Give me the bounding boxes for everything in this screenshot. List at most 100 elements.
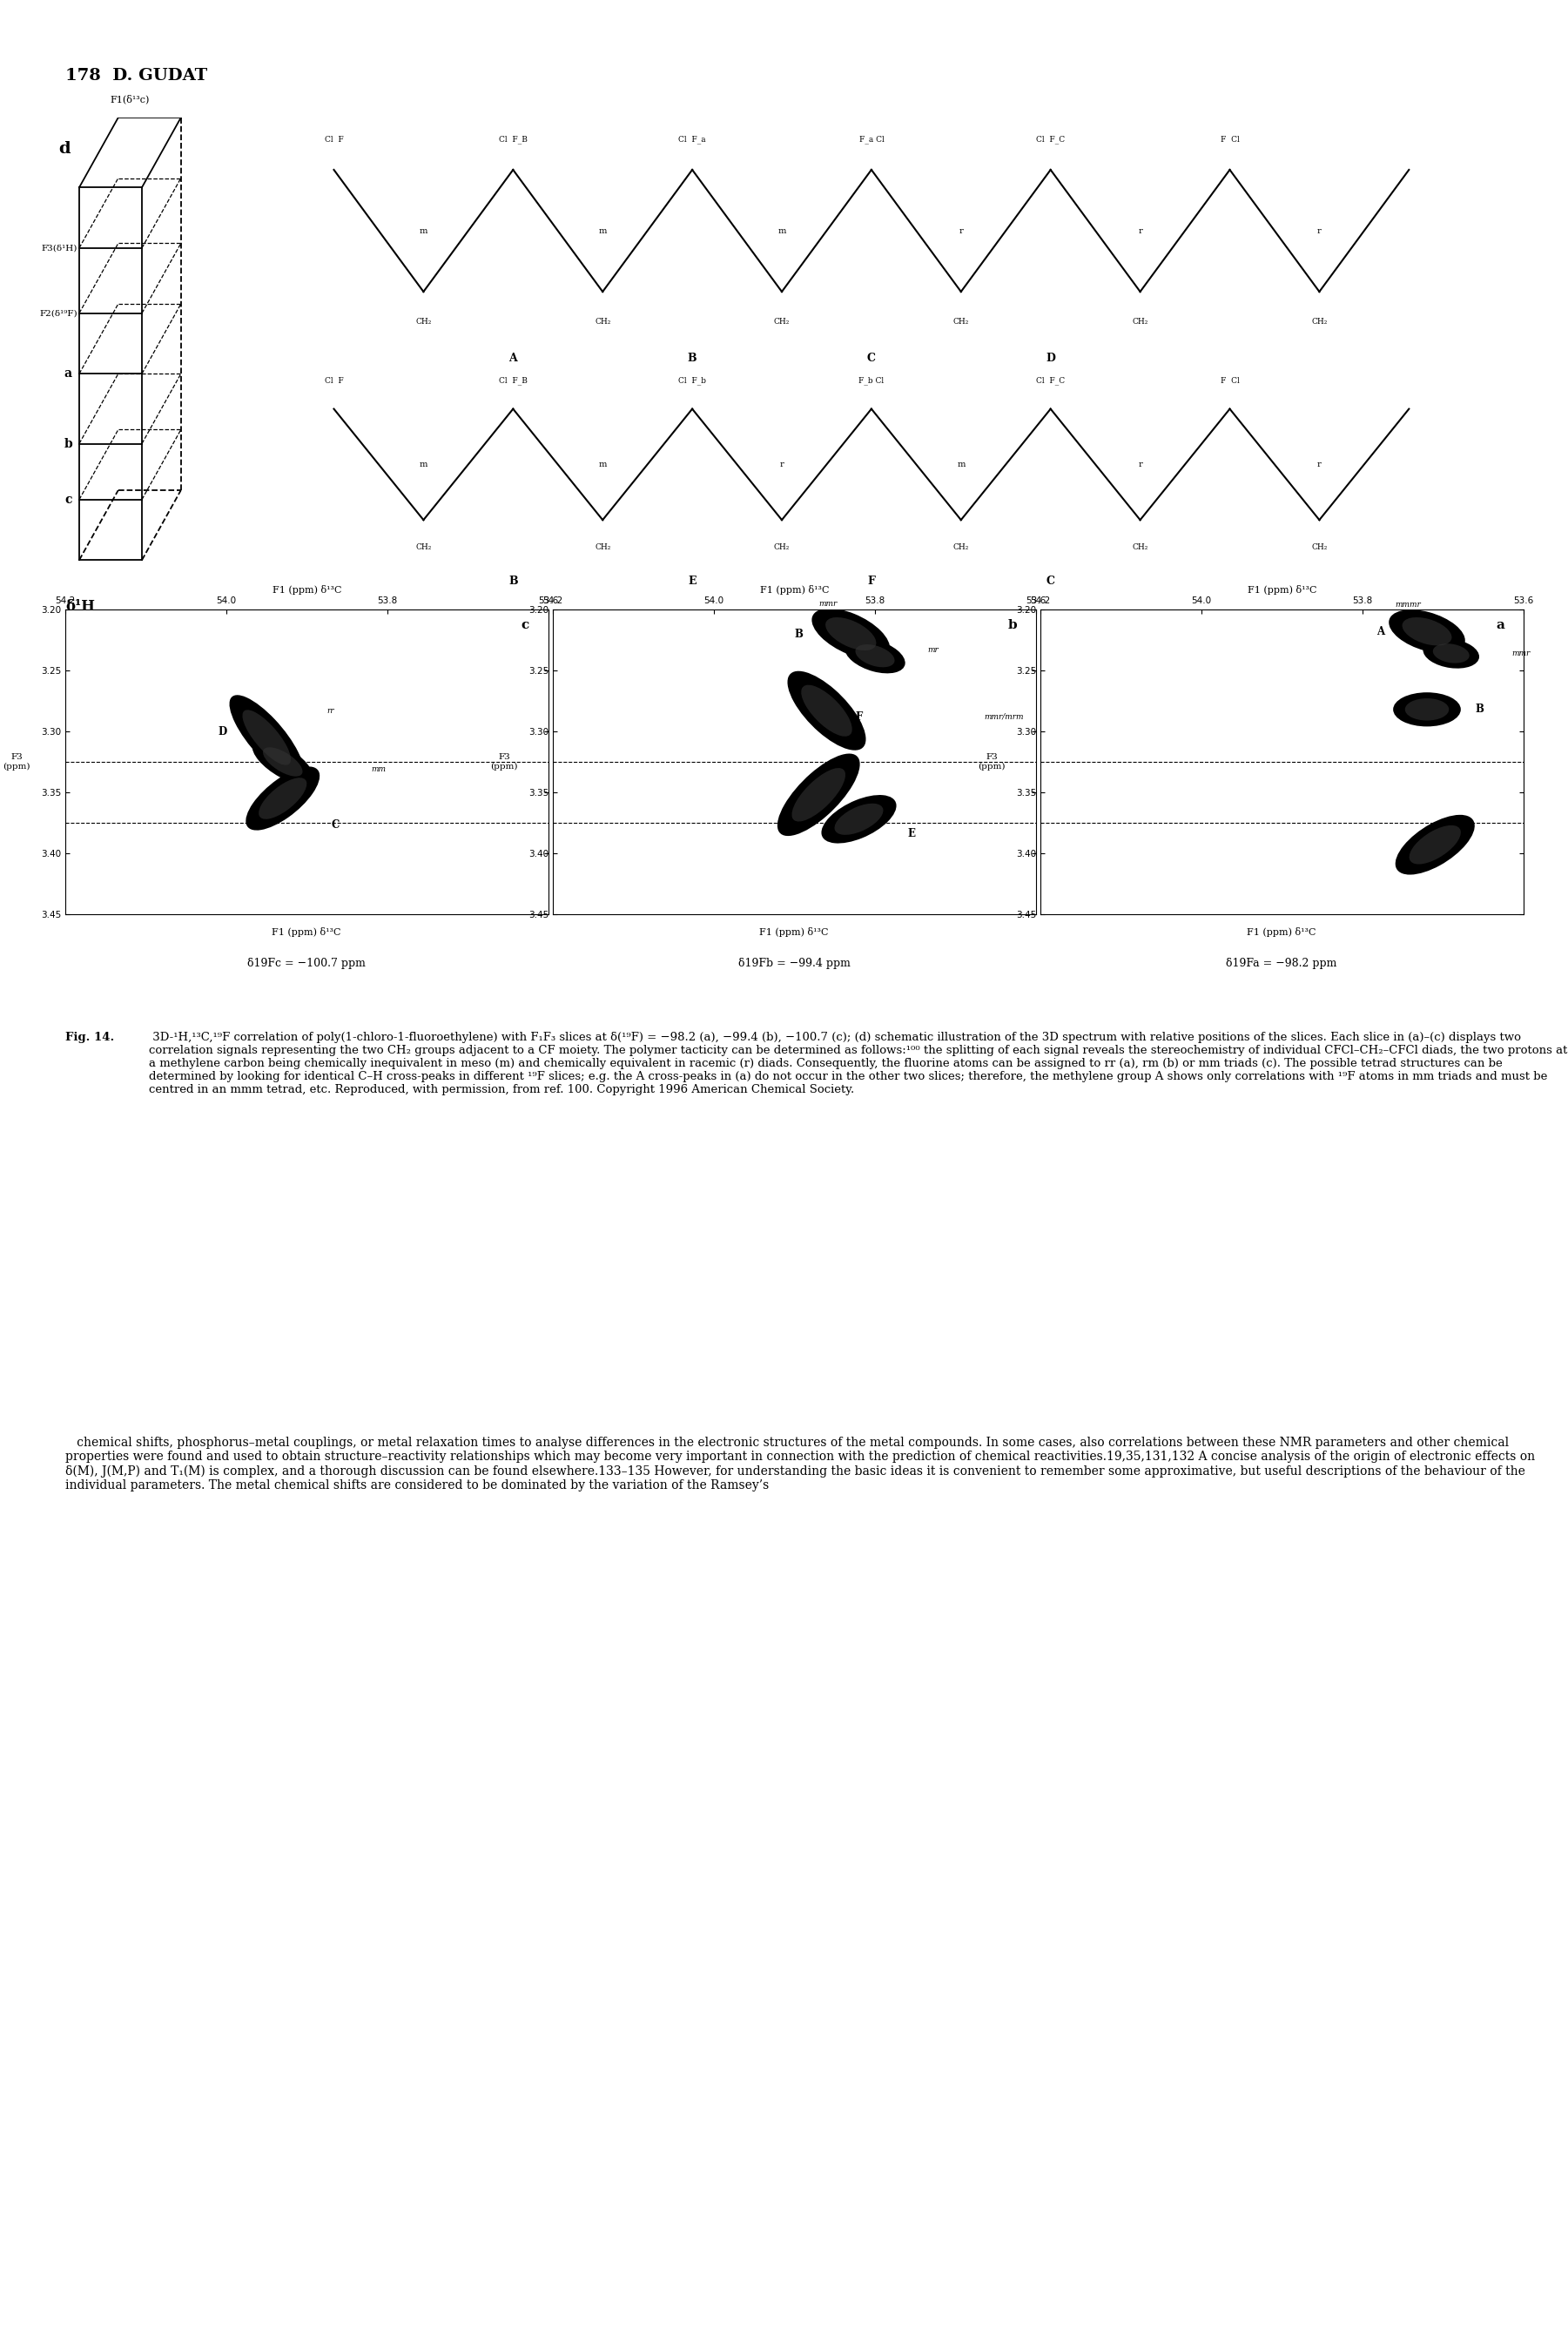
Text: δ19Fc = −100.7 ppm: δ19Fc = −100.7 ppm: [248, 959, 365, 968]
Ellipse shape: [1405, 698, 1449, 721]
Text: B: B: [508, 576, 517, 588]
Ellipse shape: [856, 644, 895, 667]
Text: r: r: [1317, 461, 1322, 468]
Y-axis label: F3
(ppm): F3 (ppm): [3, 754, 30, 771]
Ellipse shape: [792, 768, 845, 822]
Ellipse shape: [243, 710, 290, 766]
Text: C: C: [782, 813, 790, 825]
Text: Cl  F_a: Cl F_a: [679, 136, 706, 143]
Text: b: b: [64, 437, 72, 449]
Text: A: A: [510, 352, 517, 364]
Ellipse shape: [259, 778, 307, 820]
Ellipse shape: [263, 747, 303, 776]
Text: 3D-¹H,¹³C,¹⁹F correlation of poly(1-chloro-1-fluoroethylene) with F₁F₃ slices at: 3D-¹H,¹³C,¹⁹F correlation of poly(1-chlo…: [149, 1032, 1568, 1095]
Ellipse shape: [845, 639, 905, 674]
Text: CH₂: CH₂: [1311, 317, 1328, 327]
Text: D: D: [218, 726, 227, 738]
Text: c: c: [64, 494, 72, 505]
Text: a: a: [1496, 618, 1504, 630]
Text: F1 (ppm) δ¹³C: F1 (ppm) δ¹³C: [271, 928, 342, 938]
Text: Cl  F_B: Cl F_B: [499, 136, 527, 143]
Text: r: r: [1138, 461, 1142, 468]
Ellipse shape: [1433, 644, 1469, 663]
Text: chemical shifts, phosphorus–metal couplings, or metal relaxation times to analys: chemical shifts, phosphorus–metal coupli…: [66, 1436, 1535, 1492]
Text: mmmr: mmmr: [1396, 602, 1421, 609]
Text: m: m: [778, 228, 786, 235]
X-axis label: F1 (ppm) δ¹³C: F1 (ppm) δ¹³C: [760, 585, 829, 595]
Ellipse shape: [1424, 639, 1479, 667]
Text: A: A: [1377, 625, 1385, 637]
Ellipse shape: [1392, 693, 1461, 726]
Ellipse shape: [825, 618, 877, 651]
Text: Cl  F: Cl F: [325, 378, 343, 385]
Text: δ19Fa = −98.2 ppm: δ19Fa = −98.2 ppm: [1226, 959, 1338, 968]
Ellipse shape: [787, 672, 866, 750]
Ellipse shape: [778, 754, 859, 837]
Text: F3(δ¹H): F3(δ¹H): [41, 244, 77, 251]
Text: CH₂: CH₂: [775, 543, 790, 552]
Text: Cl  F_C: Cl F_C: [1036, 136, 1065, 143]
Text: F1 (ppm) δ¹³C: F1 (ppm) δ¹³C: [1247, 928, 1316, 938]
Text: CH₂: CH₂: [416, 543, 431, 552]
Text: c: c: [521, 618, 528, 630]
Text: rr: rr: [328, 707, 334, 714]
Text: r: r: [1138, 228, 1142, 235]
Text: mmr/mrm: mmr/mrm: [983, 712, 1024, 721]
Ellipse shape: [229, 696, 304, 780]
Text: r: r: [1317, 228, 1322, 235]
Text: B: B: [688, 352, 696, 364]
Text: F1(δ¹³c): F1(δ¹³c): [110, 94, 151, 103]
Text: CH₂: CH₂: [775, 317, 790, 327]
Text: B: B: [793, 627, 803, 639]
Text: r: r: [779, 461, 784, 468]
Y-axis label: F3
(ppm): F3 (ppm): [491, 754, 517, 771]
Text: mr: mr: [927, 646, 938, 653]
Ellipse shape: [246, 766, 320, 830]
Text: C: C: [1046, 576, 1055, 588]
Text: CH₂: CH₂: [953, 317, 969, 327]
Text: mm: mm: [372, 766, 386, 773]
Text: CH₂: CH₂: [1132, 543, 1148, 552]
Text: E: E: [688, 576, 696, 588]
Text: δ¹H: δ¹H: [66, 599, 96, 613]
Text: F  Cl: F Cl: [1220, 136, 1239, 143]
Text: CH₂: CH₂: [953, 543, 969, 552]
Text: mmr: mmr: [1512, 649, 1530, 658]
Text: m: m: [419, 461, 428, 468]
Ellipse shape: [812, 609, 891, 660]
X-axis label: F1 (ppm) δ¹³C: F1 (ppm) δ¹³C: [1248, 585, 1317, 595]
Text: F_b Cl: F_b Cl: [859, 376, 884, 385]
Text: E: E: [908, 827, 916, 839]
Text: F  Cl: F Cl: [1220, 378, 1239, 385]
Text: m: m: [599, 461, 607, 468]
Text: 178  D. GUDAT: 178 D. GUDAT: [66, 68, 207, 85]
Text: m: m: [599, 228, 607, 235]
Text: F: F: [867, 576, 875, 588]
Text: B: B: [1475, 703, 1483, 714]
Text: Cl  F: Cl F: [325, 136, 343, 143]
Ellipse shape: [801, 684, 851, 736]
Text: Cl  F_B: Cl F_B: [499, 376, 527, 385]
Text: CH₂: CH₂: [1311, 543, 1328, 552]
Text: b: b: [1008, 618, 1016, 630]
Y-axis label: F3
(ppm): F3 (ppm): [978, 754, 1005, 771]
Text: CH₂: CH₂: [416, 317, 431, 327]
Text: Fig. 14.: Fig. 14.: [66, 1032, 114, 1043]
Text: Cl  F_C: Cl F_C: [1036, 376, 1065, 385]
Ellipse shape: [1402, 618, 1452, 646]
Text: d: d: [58, 141, 71, 157]
Ellipse shape: [1389, 609, 1465, 653]
Text: F_a Cl: F_a Cl: [859, 136, 884, 143]
Text: C: C: [331, 820, 339, 832]
Text: F2(δ¹⁹F): F2(δ¹⁹F): [39, 310, 77, 317]
Ellipse shape: [822, 794, 897, 844]
X-axis label: F1 (ppm) δ¹³C: F1 (ppm) δ¹³C: [273, 585, 342, 595]
Text: a: a: [64, 367, 72, 381]
Text: F: F: [855, 712, 862, 721]
Ellipse shape: [834, 804, 883, 834]
Text: CH₂: CH₂: [594, 543, 610, 552]
Ellipse shape: [1410, 825, 1461, 865]
Text: F1 (ppm) δ¹³C: F1 (ppm) δ¹³C: [759, 928, 828, 938]
Text: C: C: [867, 352, 877, 364]
Text: m: m: [419, 228, 428, 235]
